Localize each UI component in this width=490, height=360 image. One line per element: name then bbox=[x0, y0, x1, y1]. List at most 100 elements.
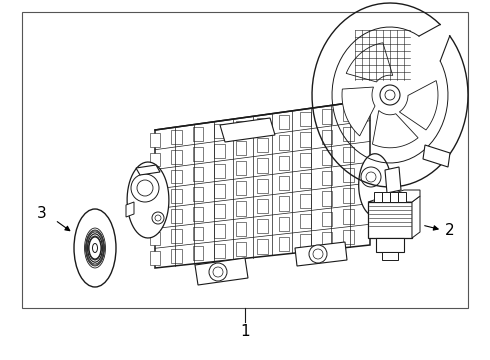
Polygon shape bbox=[398, 192, 406, 202]
Polygon shape bbox=[257, 199, 268, 213]
Polygon shape bbox=[382, 192, 390, 202]
Polygon shape bbox=[278, 115, 290, 129]
Polygon shape bbox=[236, 202, 246, 216]
Polygon shape bbox=[372, 111, 418, 148]
Polygon shape bbox=[236, 242, 246, 256]
Polygon shape bbox=[193, 207, 203, 221]
Circle shape bbox=[309, 245, 327, 263]
Polygon shape bbox=[171, 229, 182, 243]
Polygon shape bbox=[149, 133, 160, 147]
Polygon shape bbox=[342, 87, 375, 136]
Polygon shape bbox=[214, 164, 225, 178]
Polygon shape bbox=[343, 127, 354, 141]
Polygon shape bbox=[171, 170, 182, 184]
Circle shape bbox=[155, 215, 161, 221]
Circle shape bbox=[209, 263, 227, 281]
Polygon shape bbox=[300, 214, 311, 229]
Polygon shape bbox=[346, 43, 392, 82]
Polygon shape bbox=[278, 156, 290, 170]
Polygon shape bbox=[257, 118, 268, 132]
Polygon shape bbox=[193, 247, 203, 260]
Polygon shape bbox=[385, 167, 401, 193]
Polygon shape bbox=[193, 167, 203, 181]
Polygon shape bbox=[343, 230, 354, 244]
Polygon shape bbox=[193, 187, 203, 201]
Polygon shape bbox=[149, 172, 160, 186]
Circle shape bbox=[137, 180, 153, 196]
Polygon shape bbox=[214, 184, 225, 198]
Ellipse shape bbox=[89, 237, 101, 259]
Polygon shape bbox=[343, 147, 354, 162]
Polygon shape bbox=[423, 145, 450, 167]
Ellipse shape bbox=[74, 209, 116, 287]
Polygon shape bbox=[390, 192, 398, 202]
Polygon shape bbox=[300, 132, 311, 147]
Polygon shape bbox=[149, 192, 160, 206]
Polygon shape bbox=[214, 204, 225, 218]
Circle shape bbox=[313, 249, 323, 259]
Polygon shape bbox=[236, 161, 246, 175]
Polygon shape bbox=[136, 165, 160, 175]
Polygon shape bbox=[278, 217, 290, 231]
Polygon shape bbox=[321, 130, 333, 144]
Polygon shape bbox=[368, 202, 412, 238]
Polygon shape bbox=[343, 209, 354, 224]
Circle shape bbox=[385, 90, 395, 100]
Polygon shape bbox=[126, 202, 134, 217]
Polygon shape bbox=[257, 179, 268, 193]
Text: 1: 1 bbox=[240, 324, 250, 339]
Polygon shape bbox=[300, 173, 311, 188]
Polygon shape bbox=[321, 150, 333, 165]
Polygon shape bbox=[171, 150, 182, 164]
Polygon shape bbox=[236, 141, 246, 155]
Polygon shape bbox=[127, 162, 169, 238]
Circle shape bbox=[366, 172, 376, 182]
Polygon shape bbox=[399, 81, 438, 130]
Polygon shape bbox=[382, 252, 398, 260]
Polygon shape bbox=[236, 181, 246, 195]
Polygon shape bbox=[376, 238, 404, 252]
Polygon shape bbox=[149, 212, 160, 226]
Polygon shape bbox=[300, 194, 311, 208]
Polygon shape bbox=[295, 242, 347, 266]
Polygon shape bbox=[214, 124, 225, 138]
Polygon shape bbox=[149, 251, 160, 265]
Circle shape bbox=[152, 212, 164, 224]
Polygon shape bbox=[257, 239, 268, 253]
Polygon shape bbox=[214, 244, 225, 258]
Polygon shape bbox=[149, 153, 160, 166]
Polygon shape bbox=[300, 112, 311, 126]
Polygon shape bbox=[193, 226, 203, 240]
Polygon shape bbox=[171, 249, 182, 263]
Polygon shape bbox=[278, 135, 290, 150]
Circle shape bbox=[213, 267, 223, 277]
Polygon shape bbox=[321, 171, 333, 185]
Polygon shape bbox=[195, 258, 248, 285]
Polygon shape bbox=[149, 231, 160, 245]
Polygon shape bbox=[278, 176, 290, 190]
Polygon shape bbox=[321, 191, 333, 206]
Text: 3: 3 bbox=[37, 206, 47, 220]
Polygon shape bbox=[171, 130, 182, 144]
Bar bbox=[22, 12, 468, 308]
Polygon shape bbox=[300, 153, 311, 167]
Polygon shape bbox=[236, 121, 246, 135]
Polygon shape bbox=[278, 196, 290, 211]
Polygon shape bbox=[321, 232, 333, 247]
Polygon shape bbox=[359, 154, 392, 216]
Polygon shape bbox=[321, 212, 333, 226]
Polygon shape bbox=[412, 196, 420, 238]
Polygon shape bbox=[236, 221, 246, 236]
Circle shape bbox=[361, 167, 381, 187]
Polygon shape bbox=[220, 118, 275, 142]
Polygon shape bbox=[278, 237, 290, 251]
Ellipse shape bbox=[93, 243, 98, 252]
Polygon shape bbox=[321, 109, 333, 123]
Polygon shape bbox=[300, 234, 311, 249]
Polygon shape bbox=[343, 188, 354, 203]
Polygon shape bbox=[171, 189, 182, 203]
Polygon shape bbox=[257, 138, 268, 152]
Polygon shape bbox=[193, 127, 203, 141]
Polygon shape bbox=[155, 100, 370, 268]
Polygon shape bbox=[257, 219, 268, 233]
